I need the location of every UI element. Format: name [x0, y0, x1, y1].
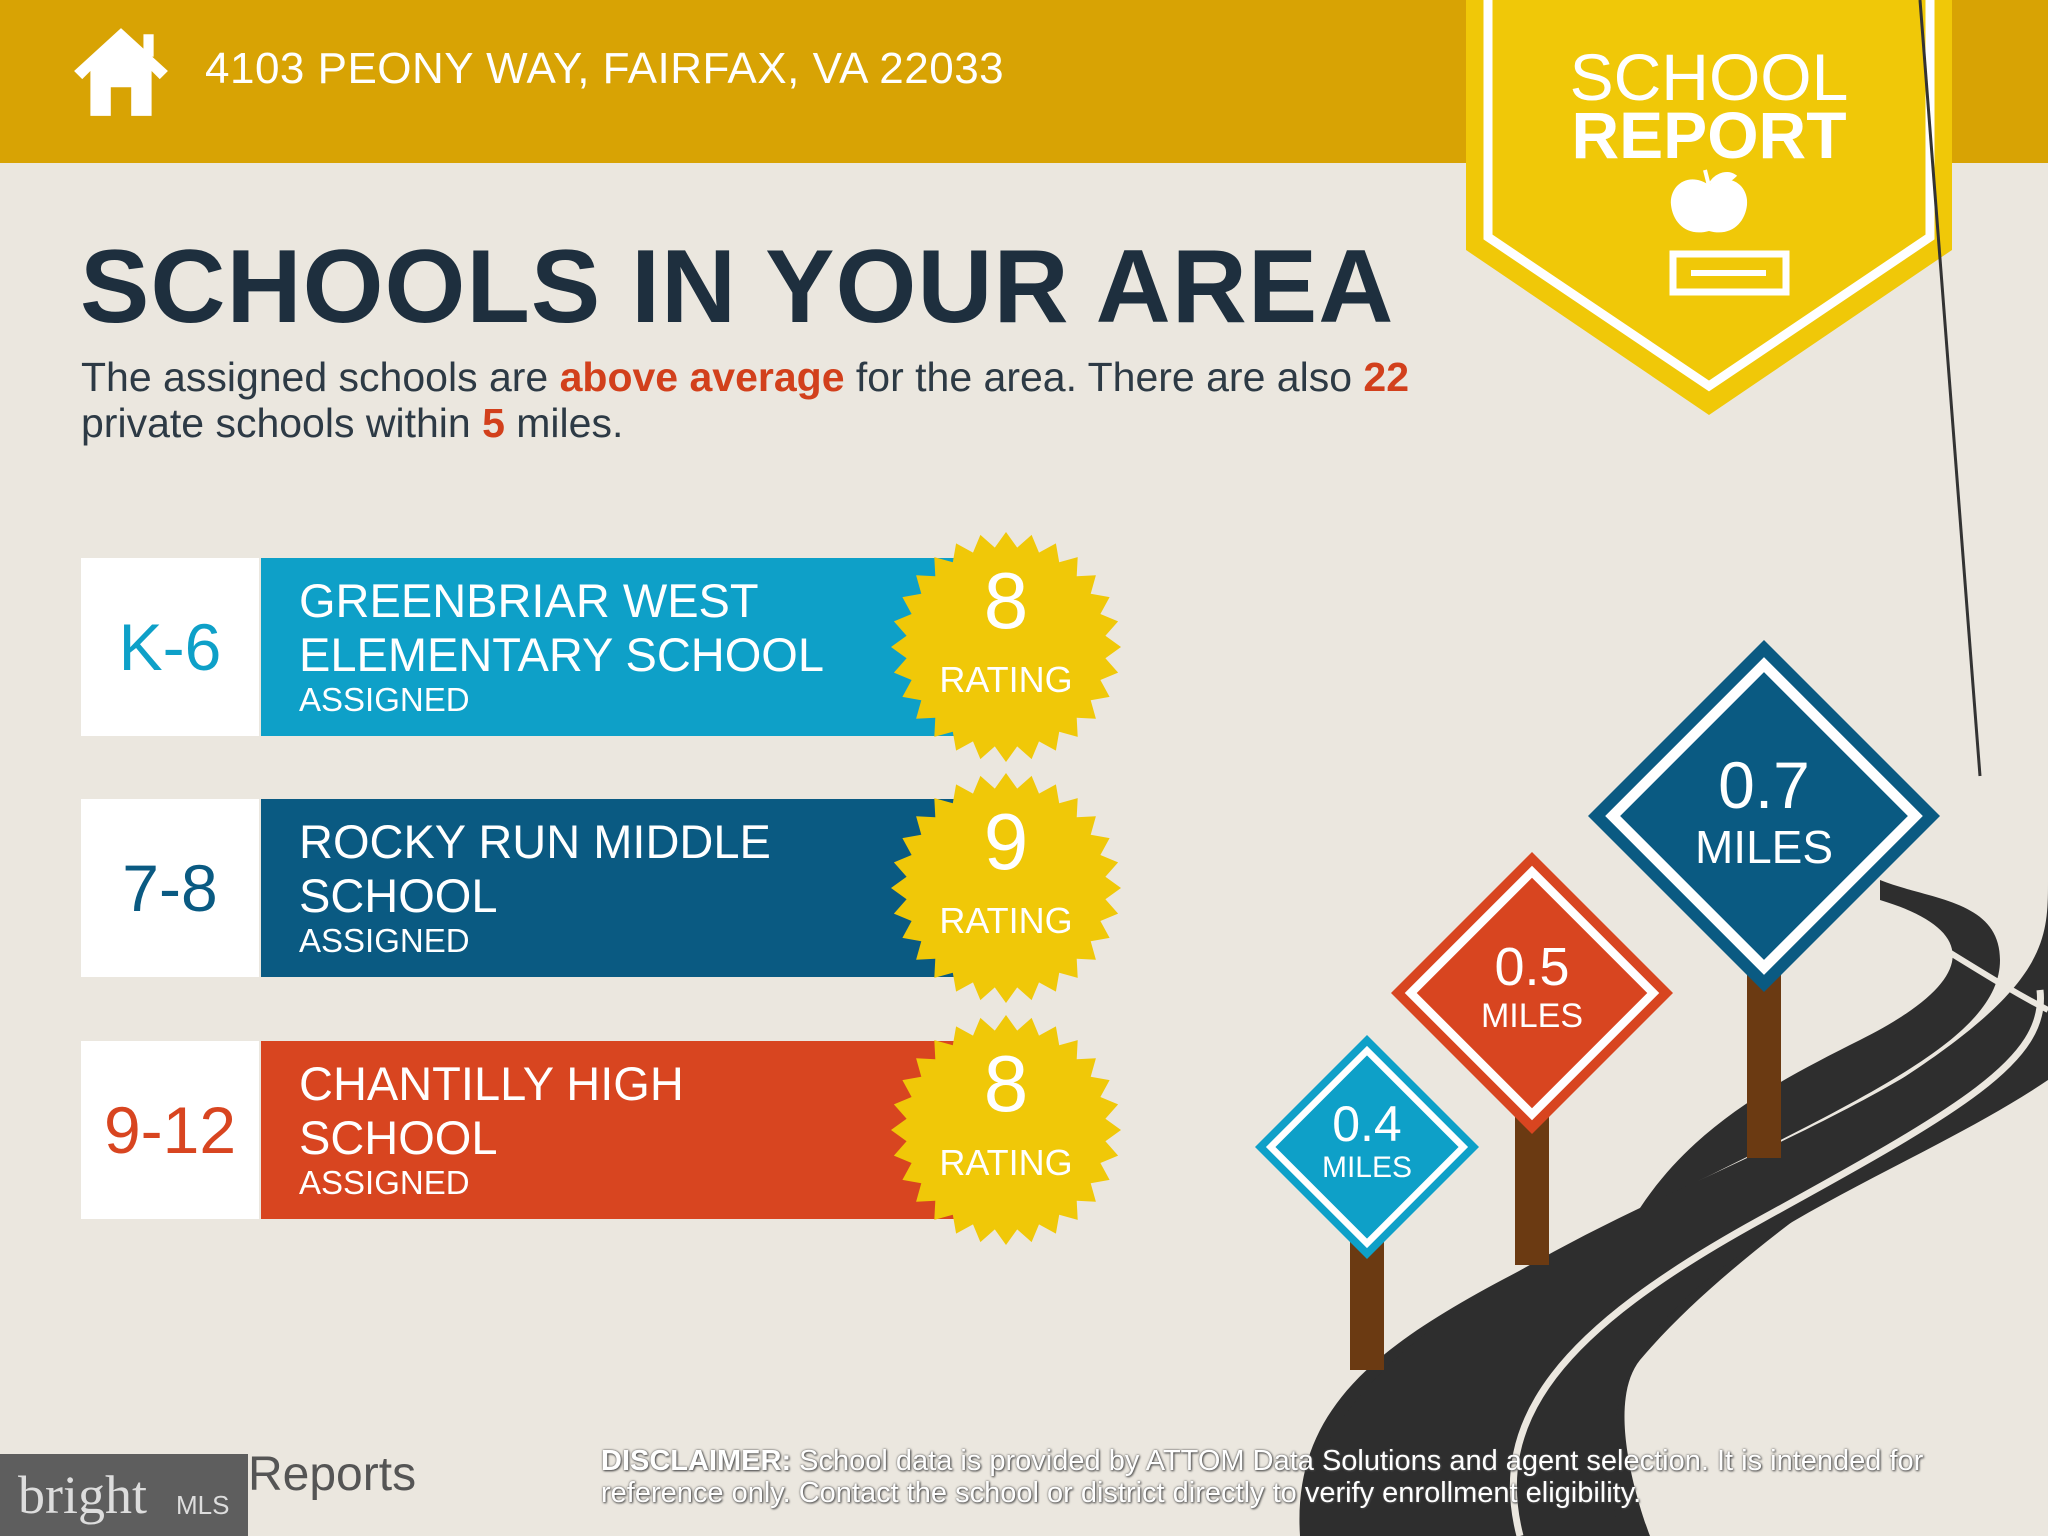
summary-part: private schools within	[81, 400, 483, 446]
sign-unit: MILES	[1694, 821, 1834, 873]
summary-highlight: above average	[559, 354, 845, 400]
rating-value: 9	[983, 797, 1029, 886]
property-address: 4103 PEONY WAY, FAIRFAX, VA 22033	[205, 44, 1005, 93]
grade-range: 7-8	[81, 799, 259, 977]
summary-text: The assigned schools are above average f…	[81, 354, 1481, 446]
school-status: ASSIGNED	[299, 922, 470, 959]
reports-logo: Reports	[248, 1448, 417, 1501]
bright-mls-logo: bright MLS	[0, 1454, 248, 1536]
distance-sign	[1391, 852, 1673, 1134]
school-name-line1: CHANTILLY HIGH	[299, 1057, 684, 1110]
badge-title-line2: REPORT	[1571, 98, 1847, 172]
school-name-line2: SCHOOL	[299, 869, 498, 922]
grade-range: K-6	[81, 558, 259, 736]
rating-label: RATING	[939, 659, 1073, 700]
mls-wordmark: MLS	[176, 1490, 230, 1520]
disclaimer-text: School data is provided by ATTOM Data So…	[601, 1445, 1924, 1509]
school-name-line2: ELEMENTARY SCHOOL	[299, 628, 824, 681]
rating-value: 8	[983, 1039, 1029, 1128]
rating-starburst	[891, 532, 1121, 762]
school-name-line1: ROCKY RUN MIDDLE	[299, 815, 771, 868]
sign-unit: MILES	[1321, 1151, 1413, 1184]
sign-distance: 0.5	[1494, 937, 1570, 998]
rating-label: RATING	[939, 900, 1073, 941]
school-report-badge	[1466, 0, 1952, 415]
rating-starburst	[891, 1015, 1121, 1245]
school-status: ASSIGNED	[299, 681, 470, 718]
road	[1299, 0, 2048, 1536]
summary-part: for the area. There are also	[844, 354, 1364, 400]
page-title: SCHOOLS IN YOUR AREA	[80, 229, 1395, 345]
radius-miles: 5	[482, 400, 505, 446]
summary-part: The assigned schools are	[81, 354, 560, 400]
bright-wordmark: bright	[18, 1465, 147, 1525]
school-status: ASSIGNED	[299, 1164, 470, 1201]
school-name-line1: GREENBRIAR WEST	[299, 574, 759, 627]
school-name-line2: SCHOOL	[299, 1111, 498, 1164]
rating-label: RATING	[939, 1142, 1073, 1183]
disclaimer: DISCLAIMER: School data is provided by A…	[601, 1445, 1941, 1509]
rating-starburst	[891, 773, 1121, 1003]
sign-distance: 0.4	[1332, 1095, 1402, 1152]
grade-range: 9-12	[81, 1041, 259, 1219]
sign-distance: 0.7	[1718, 747, 1810, 822]
house-icon	[74, 28, 168, 116]
distance-sign	[1588, 640, 1940, 992]
private-school-count: 22	[1363, 354, 1409, 400]
disclaimer-label: DISCLAIMER:	[601, 1445, 792, 1477]
sign-unit: MILES	[1480, 997, 1584, 1035]
rating-value: 8	[983, 556, 1029, 645]
badge-title-line1: SCHOOL	[1569, 40, 1849, 114]
distance-sign	[1255, 1035, 1479, 1259]
summary-part: miles.	[504, 400, 624, 446]
apple-on-book-icon	[1669, 169, 1790, 296]
